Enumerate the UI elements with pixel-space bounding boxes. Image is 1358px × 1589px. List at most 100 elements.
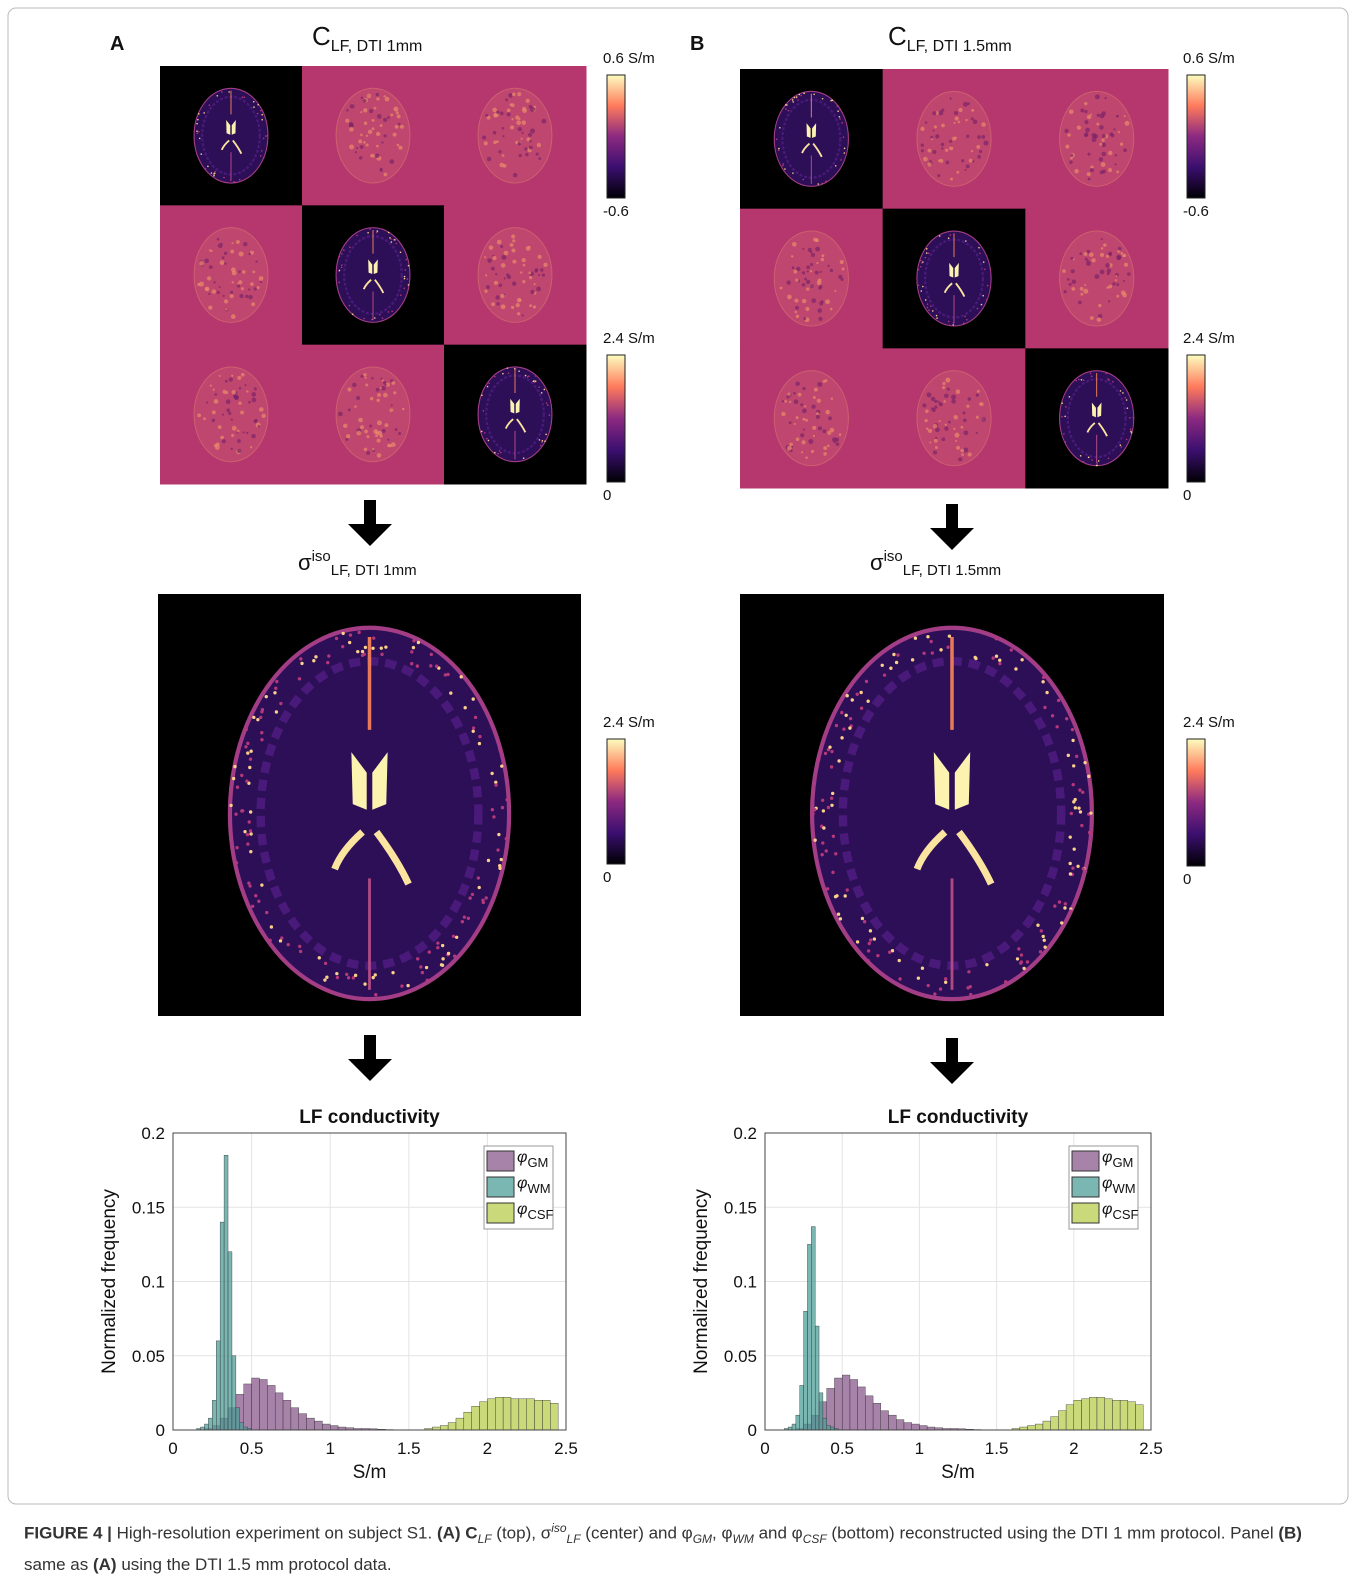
speckle bbox=[533, 283, 535, 285]
colorbar-label: 2.4 S/m bbox=[603, 714, 655, 731]
speckle bbox=[217, 291, 220, 294]
histogram-bar bbox=[527, 1399, 535, 1430]
speckle bbox=[926, 252, 928, 254]
speckle bbox=[794, 423, 796, 425]
speckle bbox=[802, 299, 806, 303]
speckle bbox=[354, 405, 357, 408]
histogram-bar bbox=[236, 1408, 240, 1430]
speckle bbox=[369, 228, 371, 230]
speckle bbox=[257, 900, 260, 903]
speckle bbox=[1069, 283, 1072, 286]
speckle bbox=[486, 285, 490, 289]
speckle bbox=[1042, 935, 1045, 938]
speckle bbox=[235, 861, 238, 864]
speckle bbox=[844, 152, 846, 154]
speckle bbox=[212, 410, 216, 414]
speckle bbox=[363, 108, 367, 112]
speckle bbox=[1090, 802, 1093, 805]
speckle bbox=[248, 401, 251, 404]
speckle bbox=[963, 102, 968, 107]
histogram-bar bbox=[1043, 1421, 1051, 1430]
speckle bbox=[928, 253, 930, 255]
speckle bbox=[207, 276, 211, 280]
speckle bbox=[389, 444, 392, 447]
panel-label: B bbox=[690, 33, 704, 55]
speckle bbox=[483, 410, 485, 412]
speckle bbox=[967, 970, 970, 973]
histogram-bar bbox=[889, 1415, 897, 1430]
histogram-bar bbox=[827, 1388, 835, 1430]
speckle bbox=[220, 260, 225, 265]
speckle bbox=[267, 135, 269, 137]
speckle bbox=[280, 936, 283, 939]
speckle bbox=[938, 159, 941, 162]
speckle bbox=[1114, 163, 1116, 165]
speckle bbox=[924, 419, 927, 422]
speckle bbox=[966, 135, 969, 138]
speckle bbox=[1107, 269, 1111, 273]
speckle bbox=[397, 144, 400, 147]
speckle bbox=[796, 416, 799, 419]
speckle bbox=[1101, 152, 1105, 156]
speckle bbox=[1072, 764, 1075, 767]
histogram-bar bbox=[842, 1375, 850, 1430]
speckle bbox=[1087, 172, 1091, 176]
speckle bbox=[212, 289, 216, 293]
speckle bbox=[376, 145, 379, 148]
speckle bbox=[802, 271, 805, 274]
speckle bbox=[500, 764, 503, 767]
speckle bbox=[541, 392, 543, 394]
speckle bbox=[372, 448, 374, 450]
speckle bbox=[516, 120, 521, 125]
speckle bbox=[1099, 157, 1103, 161]
speckle bbox=[984, 268, 986, 270]
speckle bbox=[207, 166, 209, 168]
speckle bbox=[352, 383, 356, 387]
speckle bbox=[977, 135, 981, 139]
speckle bbox=[231, 434, 234, 437]
speckle bbox=[223, 177, 225, 179]
speckle bbox=[233, 765, 236, 768]
speckle bbox=[1045, 691, 1048, 694]
speckle bbox=[951, 395, 956, 400]
speckle bbox=[837, 913, 840, 916]
speckle bbox=[217, 238, 220, 241]
speckle bbox=[246, 751, 249, 754]
speckle bbox=[243, 830, 246, 833]
speckle bbox=[213, 175, 215, 177]
speckle bbox=[512, 260, 516, 264]
speckle bbox=[500, 452, 502, 454]
speckle bbox=[844, 894, 847, 897]
speckle bbox=[981, 122, 985, 126]
speckle bbox=[1078, 379, 1080, 381]
speckle bbox=[240, 774, 243, 777]
speckle bbox=[792, 101, 794, 103]
speckle bbox=[824, 752, 827, 755]
speckle bbox=[1090, 113, 1092, 115]
speckle bbox=[807, 270, 809, 272]
speckle bbox=[255, 260, 257, 262]
speckle bbox=[981, 135, 985, 139]
iso-title: σisoLF, DTI 1mm bbox=[298, 548, 417, 579]
arrow bbox=[348, 500, 392, 546]
speckle bbox=[363, 318, 365, 320]
speckle bbox=[511, 118, 513, 120]
histogram-bar bbox=[204, 1424, 208, 1430]
speckle bbox=[447, 952, 450, 955]
speckle bbox=[792, 172, 794, 174]
speckle bbox=[840, 736, 843, 739]
speckle bbox=[1063, 906, 1066, 909]
speckle bbox=[205, 168, 207, 170]
speckle bbox=[839, 116, 841, 118]
speckle bbox=[820, 271, 822, 273]
speckle bbox=[484, 256, 486, 258]
caption-text: (A) bbox=[437, 1524, 461, 1543]
speckle bbox=[1097, 114, 1100, 117]
speckle bbox=[1100, 253, 1104, 257]
legend-swatch bbox=[487, 1177, 514, 1197]
speckle bbox=[350, 104, 355, 109]
speckle bbox=[441, 964, 444, 967]
speckle bbox=[525, 375, 527, 377]
histogram-bar bbox=[503, 1397, 511, 1430]
speckle bbox=[920, 266, 922, 268]
